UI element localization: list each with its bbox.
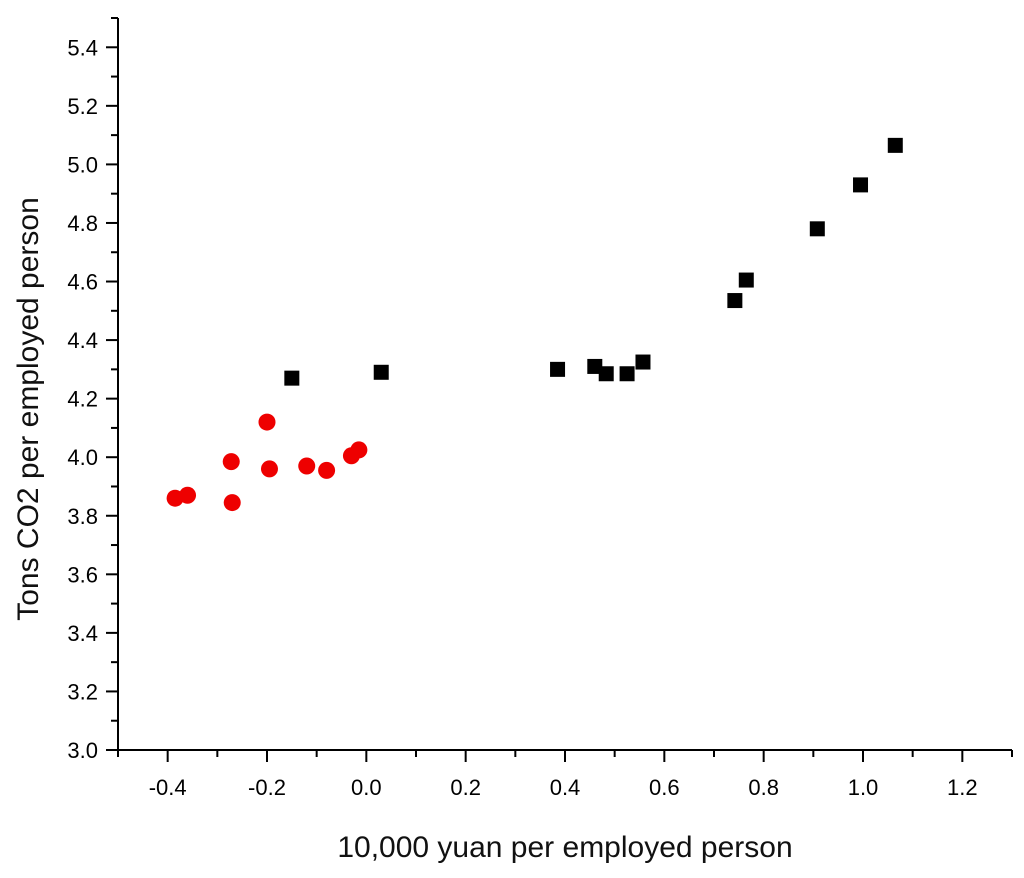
y-tick-label: 3.0 (67, 738, 98, 763)
square-data-point (619, 366, 635, 382)
y-tick-label: 3.8 (67, 504, 98, 529)
x-tick-label: -0.2 (248, 775, 286, 800)
circle-data-point (260, 460, 278, 478)
x-axis-title: 10,000 yuan per employed person (337, 831, 792, 864)
square-data-point (373, 364, 389, 380)
x-tick-label: 1.0 (848, 775, 879, 800)
y-axis-title: Tons CO2 per employed person (12, 197, 45, 621)
square-data-point (587, 358, 603, 374)
x-axis-ticks: -0.4 -0.2 0.0 0.2 0.4 0.6 0.8 1.0 1.2 (117, 750, 1013, 800)
y-tick-label: 4.0 (67, 445, 98, 470)
y-tick-label: 5.2 (67, 94, 98, 119)
square-data-point (738, 272, 754, 288)
y-tick-label: 4.2 (67, 387, 98, 412)
x-tick-label: 0.0 (351, 775, 382, 800)
x-tick-label: 0.6 (649, 775, 680, 800)
square-data-point (598, 366, 614, 382)
square-data-point (727, 293, 743, 309)
y-axis-ticks: 3.0 3.2 3.4 3.6 3.8 4.0 4.2 4.4 4.6 4.8 5.0 5.2 5.4 (67, 17, 118, 763)
circle-data-point (318, 461, 336, 479)
circle-data-point (350, 441, 368, 459)
square-data-point (853, 177, 869, 193)
square-data-point (284, 370, 300, 386)
x-tick-label: 0.4 (550, 775, 581, 800)
data-points (166, 137, 903, 512)
y-tick-label: 3.6 (67, 562, 98, 587)
square-data-point (809, 221, 825, 237)
x-tick-label: 0.8 (748, 775, 779, 800)
circle-data-point (223, 494, 241, 512)
y-tick-label: 3.2 (67, 679, 98, 704)
y-tick-label: 4.6 (67, 270, 98, 295)
y-tick-label: 5.0 (67, 152, 98, 177)
axes (117, 18, 1012, 751)
circle-data-point (222, 453, 240, 471)
x-tick-label: 0.2 (450, 775, 481, 800)
square-data-point (635, 354, 651, 370)
circle-data-point (298, 457, 316, 475)
circle-data-point (179, 486, 197, 504)
square-data-point (550, 361, 566, 377)
y-tick-label: 4.4 (67, 328, 98, 353)
y-tick-label: 3.4 (67, 621, 98, 646)
circle-data-point (258, 413, 276, 431)
x-tick-label: -0.4 (149, 775, 187, 800)
y-tick-label: 5.4 (67, 35, 98, 60)
x-tick-label: 1.2 (947, 775, 978, 800)
y-tick-label: 4.8 (67, 211, 98, 236)
square-data-point (887, 137, 903, 153)
